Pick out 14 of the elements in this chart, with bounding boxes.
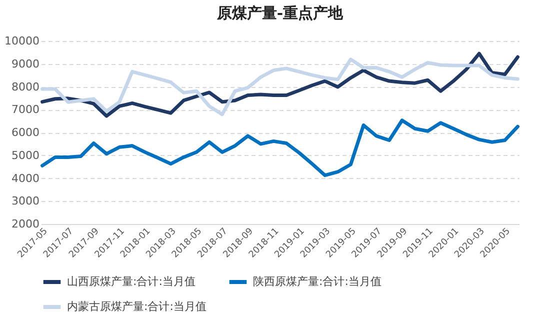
- y-tick-label: 4000: [12, 172, 40, 185]
- y-tick-label: 9000: [12, 57, 40, 70]
- y-tick-label: 5000: [12, 148, 40, 162]
- y-tick-label: 8000: [12, 80, 40, 94]
- legend-label: 山西原煤产量:合计:当月值: [67, 275, 196, 288]
- y-tick-label: 6000: [12, 126, 40, 139]
- line-series: [40, 118, 520, 178]
- chart-title: 原煤产量-重点产地: [216, 4, 344, 22]
- y-tick-label: 2000: [12, 218, 40, 230]
- legend-label: 内蒙古原煤产量:合计:当月值: [67, 300, 206, 313]
- y-tick-label: 3000: [12, 194, 40, 208]
- y-tick-label: 10000: [4, 34, 40, 48]
- legend-label: 陕西原煤产量:合计:当月值: [253, 275, 382, 288]
- y-tick-label: 7000: [12, 103, 40, 116]
